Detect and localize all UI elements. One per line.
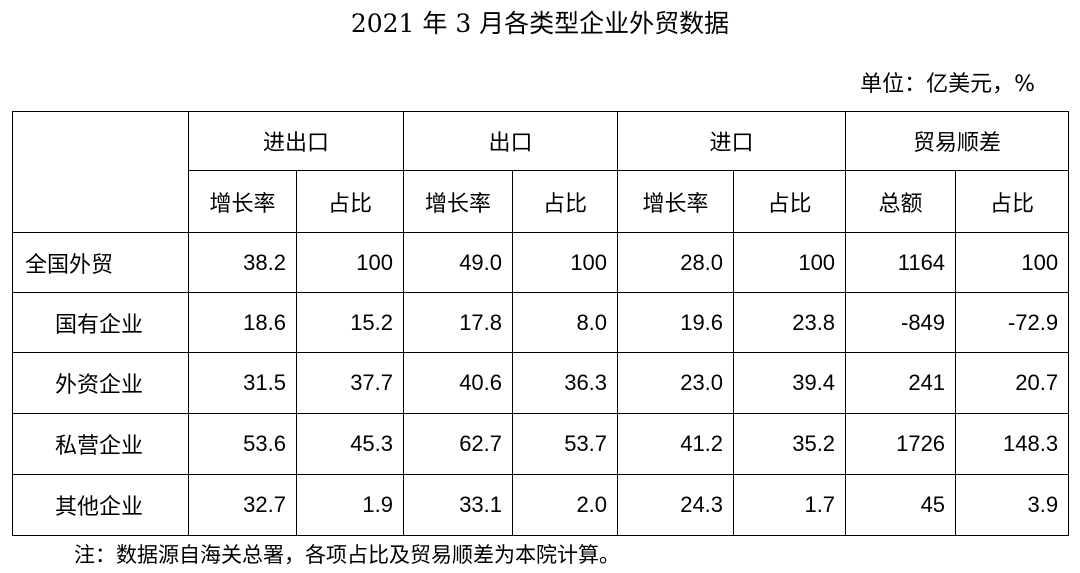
data-cell: 31.5 [188,352,297,414]
data-cell: 1.9 [295,474,405,536]
data-cell: 62.7 [403,413,514,475]
data-cell: 28.0 [617,232,735,293]
data-cell: 41.2 [617,413,735,475]
data-table: 进出口 出口 进口 贸易顺差 增长率 占比 增长率 占比 增长率 占比 总额 占比 全国外贸 38.2 10… [12,111,1070,536]
data-cell: 39.4 [733,352,847,414]
data-cell: 241 [845,352,957,414]
sub-header: 占比 [733,170,847,233]
data-cell: 17.8 [403,292,514,353]
row-label: 其他企业 [12,474,189,536]
data-cell: -72.9 [955,292,1070,353]
data-cell: 1726 [845,413,957,475]
data-cell: 40.6 [403,352,514,414]
data-cell: 35.2 [733,413,847,475]
footnote: 注：数据源自海关总署，各项占比及贸易顺差为本院计算。 [74,543,620,567]
data-cell: 20.7 [955,352,1070,414]
sub-header: 总额 [845,170,957,233]
data-cell: 38.2 [188,232,297,293]
data-cell: 18.6 [188,292,297,353]
data-cell: 49.0 [403,232,514,293]
data-cell: 24.3 [617,474,735,536]
sub-header: 增长率 [617,170,735,233]
group-header: 出口 [403,111,619,171]
data-cell: 100 [295,232,405,293]
data-cell: 33.1 [403,474,514,536]
data-cell: 8.0 [512,292,619,353]
data-cell: 15.2 [295,292,405,353]
table-row: 外资企业 31.5 37.7 40.6 36.3 23.0 39.4 241 20.7 [12,352,1070,414]
corner-cell [12,111,189,233]
data-cell: 100 [512,232,619,293]
row-label: 外资企业 [12,352,189,414]
row-label: 私营企业 [12,413,189,475]
data-cell: 32.7 [188,474,297,536]
data-cell: 23.8 [733,292,847,353]
table-row: 进出口 出口 进口 贸易顺差 [12,111,1070,233]
unit-label: 单位：亿美元，% [860,72,1035,97]
data-cell: 23.0 [617,352,735,414]
data-cell: 1164 [845,232,957,293]
data-cell: 36.3 [512,352,619,414]
table-row: 全国外贸 38.2 100 49.0 100 28.0 100 1164 100 [12,232,1070,293]
data-cell: 19.6 [617,292,735,353]
row-label: 国有企业 [12,292,189,353]
data-cell: 45.3 [295,413,405,475]
sub-header: 占比 [295,170,405,233]
data-cell: 3.9 [955,474,1070,536]
data-cell: 148.3 [955,413,1070,475]
row-label: 全国外贸 [12,232,189,293]
sub-header: 增长率 [403,170,514,233]
group-header: 贸易顺差 [845,111,1070,171]
table-row: 私营企业 53.6 45.3 62.7 53.7 41.2 35.2 1726 148.3 [12,413,1070,475]
data-cell: -849 [845,292,957,353]
table-row: 国有企业 18.6 15.2 17.8 8.0 19.6 23.8 -849 -72.9 [12,292,1070,353]
group-header: 进出口 [187,111,405,171]
data-cell: 53.6 [188,413,297,475]
data-cell: 100 [733,232,847,293]
table-row: 其他企业 32.7 1.9 33.1 2.0 24.3 1.7 45 3.9 [12,474,1070,536]
data-cell: 45 [845,474,957,536]
group-header: 进口 [617,111,847,171]
data-cell: 1.7 [733,474,847,536]
data-cell: 2.0 [512,474,619,536]
sub-header: 增长率 [188,170,297,233]
data-cell: 37.7 [295,352,405,414]
sub-header: 占比 [512,170,619,233]
data-cell: 100 [955,232,1070,293]
sub-header: 占比 [955,170,1070,233]
data-cell: 53.7 [512,413,619,475]
title: 2021 年 3 月各类型企业外贸数据 [350,9,730,38]
